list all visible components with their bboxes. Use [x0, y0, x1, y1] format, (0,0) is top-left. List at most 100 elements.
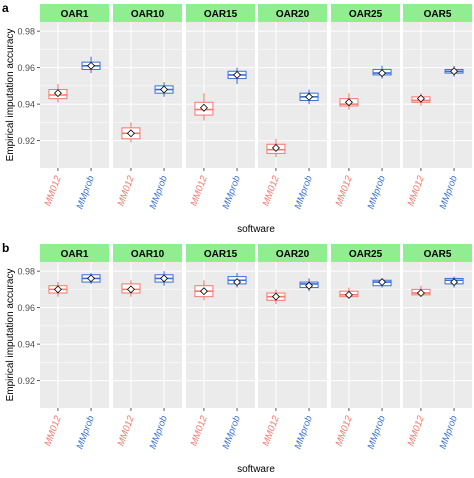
x-tick-label: MMprob	[366, 174, 388, 211]
mean-marker	[271, 143, 280, 152]
mean-marker	[305, 281, 314, 290]
facet-background	[403, 262, 472, 408]
panel-letter: a	[2, 1, 9, 15]
facet-strip	[258, 4, 327, 22]
x-tick-label: MM012	[43, 414, 64, 448]
x-tick-label: MMprob	[438, 174, 460, 211]
box-mm012-oar25	[339, 93, 359, 110]
mean-marker	[53, 89, 62, 98]
x-tick-label: MMprob	[221, 174, 243, 211]
box-mm012-oar20	[266, 138, 286, 158]
x-tick-label: MM012	[261, 174, 282, 208]
box-mmprob-oar15	[227, 272, 247, 288]
panel-a: a Empirical imputation accuracy 0.92 0.94 0.…	[2, 1, 472, 235]
mean-marker	[160, 85, 169, 94]
x-tick-label: MM012	[406, 414, 427, 448]
box-mm012-oar20	[266, 289, 286, 304]
panel-b: b Empirical imputation accuracy 0.92 0.94 0.…	[2, 241, 472, 475]
box-mmprob-oar10	[154, 271, 174, 286]
mean-marker	[378, 69, 387, 78]
x-tick-label: MM012	[189, 174, 210, 208]
facet-strip-label: OAR25	[349, 249, 383, 260]
facet-strip	[186, 244, 255, 262]
mean-marker	[199, 103, 208, 112]
facet-background	[331, 262, 400, 408]
mean-marker	[126, 129, 135, 138]
x-tick-label: MM012	[189, 414, 210, 448]
x-tick-label: MM012	[116, 414, 137, 448]
y-axis-label: Empirical imputation accuracy	[5, 29, 16, 162]
box-mmprob-oar20	[299, 278, 319, 292]
facet-strip	[403, 4, 472, 22]
facet-strip	[186, 4, 255, 22]
mean-marker	[305, 92, 314, 101]
facet-strip-label: OAR1	[61, 249, 89, 260]
mean-marker	[271, 292, 280, 301]
facet-strip	[113, 244, 182, 262]
facet-strip	[331, 244, 400, 262]
x-tick-label: MMprob	[366, 414, 388, 451]
mean-marker	[160, 274, 169, 283]
facet-strip-label: OAR20	[276, 249, 310, 260]
facet-strip-label: OAR15	[204, 249, 238, 260]
mean-marker	[344, 290, 353, 299]
mean-marker	[450, 278, 459, 287]
box-mmprob-oar25	[372, 65, 392, 79]
x-tick-label: MMprob	[293, 174, 315, 211]
x-tick-label: MM012	[334, 414, 355, 448]
facet-strip-label: OAR15	[204, 9, 238, 20]
x-tick-label: MMprob	[148, 414, 170, 451]
mean-marker	[233, 70, 242, 79]
facet-strip	[331, 4, 400, 22]
box-mm012-oar15	[194, 280, 214, 301]
x-tick-label: MMprob	[148, 174, 170, 211]
facet-strip	[113, 4, 182, 22]
x-tick-label: MM012	[334, 174, 355, 208]
x-tick-label: MMprob	[221, 414, 243, 451]
y-tick-label: 0.94	[17, 100, 35, 110]
x-tick-label: MMprob	[438, 414, 460, 451]
y-tick-label: 0.98	[17, 267, 35, 277]
facet-strip-label: OAR25	[349, 9, 383, 20]
y-tick-label: 0.98	[17, 27, 35, 37]
facet-background	[40, 262, 109, 408]
facet-strip	[40, 4, 109, 22]
facet-strip-label: OAR1	[61, 9, 89, 20]
box-mm012-oar5	[411, 93, 431, 106]
facet-strip	[40, 244, 109, 262]
facet-strip-label: OAR20	[276, 9, 310, 20]
mean-marker	[87, 274, 96, 283]
x-tick-label: MM012	[261, 414, 282, 448]
y-tick-label: 0.94	[17, 340, 35, 350]
x-tick-label: MM012	[116, 174, 137, 208]
panel-letter: b	[2, 241, 9, 255]
facet-background	[403, 22, 472, 168]
facet-strip-label: OAR10	[131, 9, 165, 20]
facet-background	[186, 22, 255, 168]
box-mmprob-oar5	[444, 276, 464, 288]
x-axis-label: software	[237, 464, 275, 475]
mean-marker	[233, 278, 242, 287]
box-mm012-oar25	[339, 287, 359, 299]
box-mmprob-oar5	[444, 65, 464, 77]
mean-marker	[378, 278, 387, 287]
x-tick-label: MMprob	[293, 414, 315, 451]
facet-strip	[403, 244, 472, 262]
mean-marker	[199, 287, 208, 296]
box-mm012-oar1	[48, 84, 68, 103]
x-axis-label: software	[237, 224, 275, 235]
x-tick-label: MM012	[406, 174, 427, 208]
box-mmprob-oar10	[154, 82, 174, 97]
facet-background	[331, 22, 400, 168]
mean-marker	[450, 67, 459, 76]
x-tick-label: MMprob	[75, 414, 97, 451]
box-mmprob-oar15	[227, 67, 247, 85]
x-tick-label: MM012	[43, 174, 64, 208]
box-mm012-oar5	[411, 285, 431, 297]
mean-marker	[126, 285, 135, 294]
mean-marker	[53, 285, 62, 294]
box-mm012-oar15	[194, 93, 214, 121]
box-mmprob-oar25	[372, 278, 392, 288]
facet-strip	[258, 244, 327, 262]
